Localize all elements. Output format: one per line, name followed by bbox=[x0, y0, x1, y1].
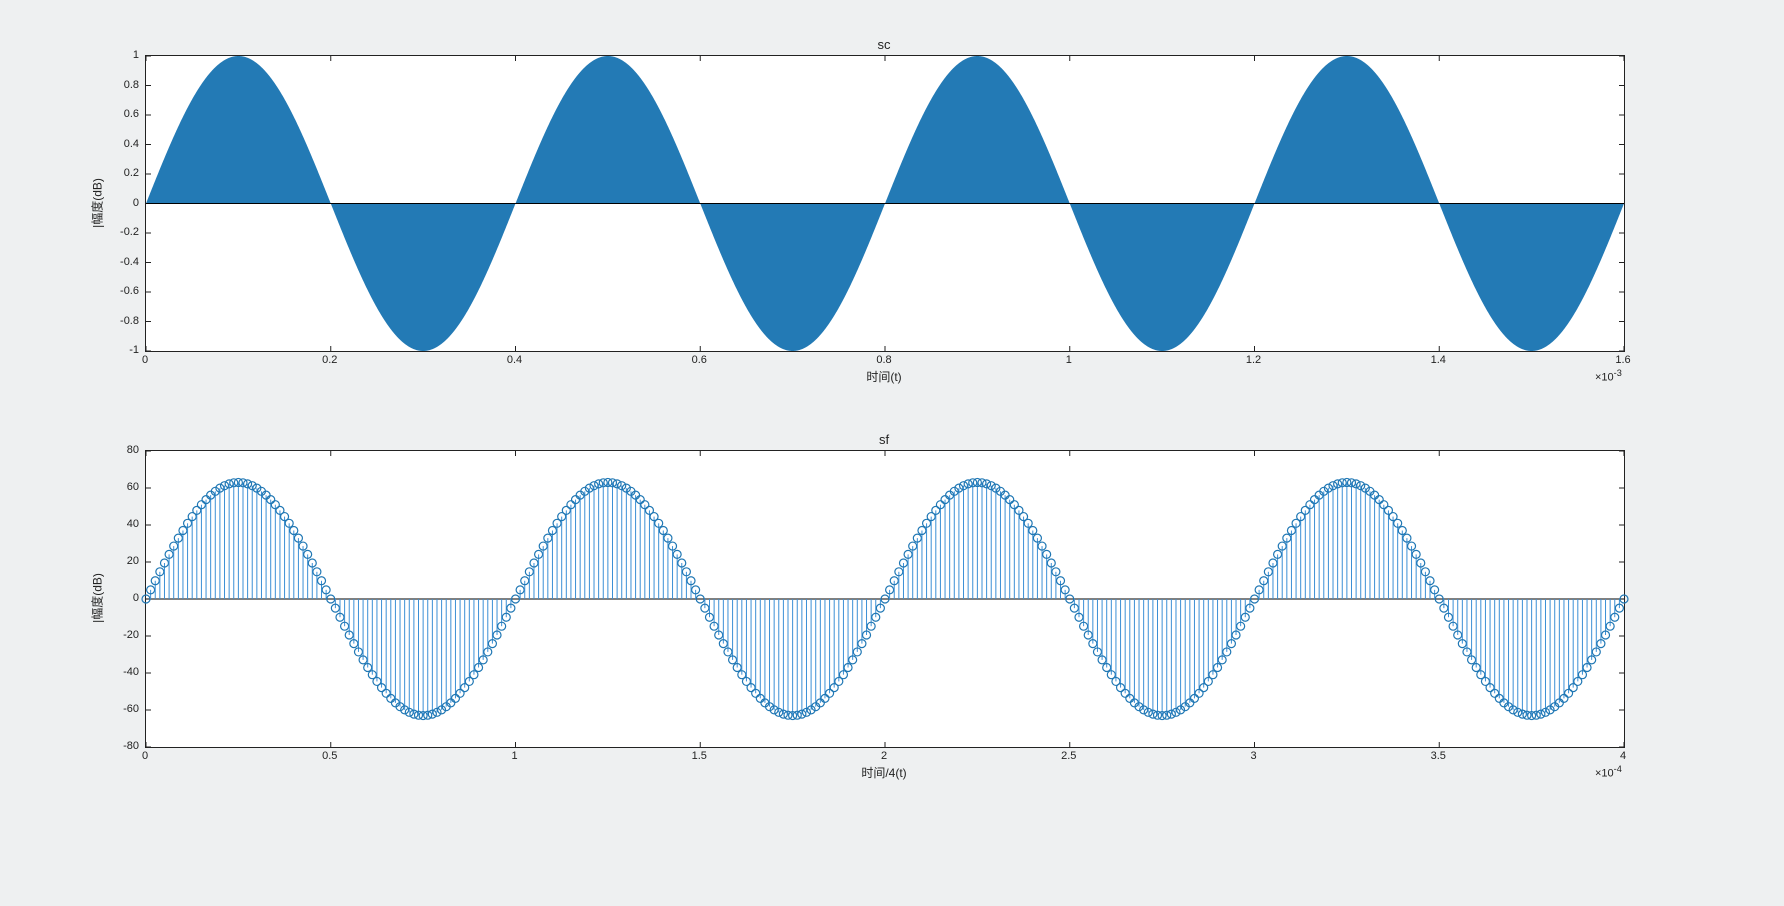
ytick-label: 20 bbox=[127, 555, 139, 567]
subplot-sf: sf时间/4(t)|幅度(dB)×10-4-80-60-40-200204060… bbox=[0, 0, 1784, 906]
xtick-label: 1 bbox=[511, 750, 517, 762]
figure: sc时间(t)|幅度(dB)×10-3-1-0.8-0.6-0.4-0.200.… bbox=[0, 0, 1784, 906]
xtick-label: 3.5 bbox=[1431, 750, 1446, 762]
ytick-label: -80 bbox=[123, 740, 139, 752]
ytick-label: 80 bbox=[127, 444, 139, 456]
ytick-label: 0 bbox=[133, 592, 139, 604]
ytick-label: -40 bbox=[123, 666, 139, 678]
ytick-label: 60 bbox=[127, 481, 139, 493]
chart-title: sf bbox=[879, 432, 889, 447]
xtick-label: 0.5 bbox=[322, 750, 337, 762]
xtick-label: 4 bbox=[1620, 750, 1626, 762]
x-scale-multiplier: ×10-4 bbox=[1595, 764, 1622, 780]
xtick-label: 2.5 bbox=[1061, 750, 1076, 762]
chart-sf bbox=[146, 451, 1624, 747]
xlabel: 时间/4(t) bbox=[861, 764, 906, 781]
xtick-label: 3 bbox=[1250, 750, 1256, 762]
xtick-label: 0 bbox=[142, 750, 148, 762]
xtick-label: 1.5 bbox=[692, 750, 707, 762]
axes-sf[interactable] bbox=[145, 450, 1625, 748]
ytick-label: -20 bbox=[123, 629, 139, 641]
ytick-label: 40 bbox=[127, 518, 139, 530]
ylabel: |幅度(dB) bbox=[89, 573, 106, 623]
ytick-label: -60 bbox=[123, 703, 139, 715]
xtick-label: 2 bbox=[881, 750, 887, 762]
